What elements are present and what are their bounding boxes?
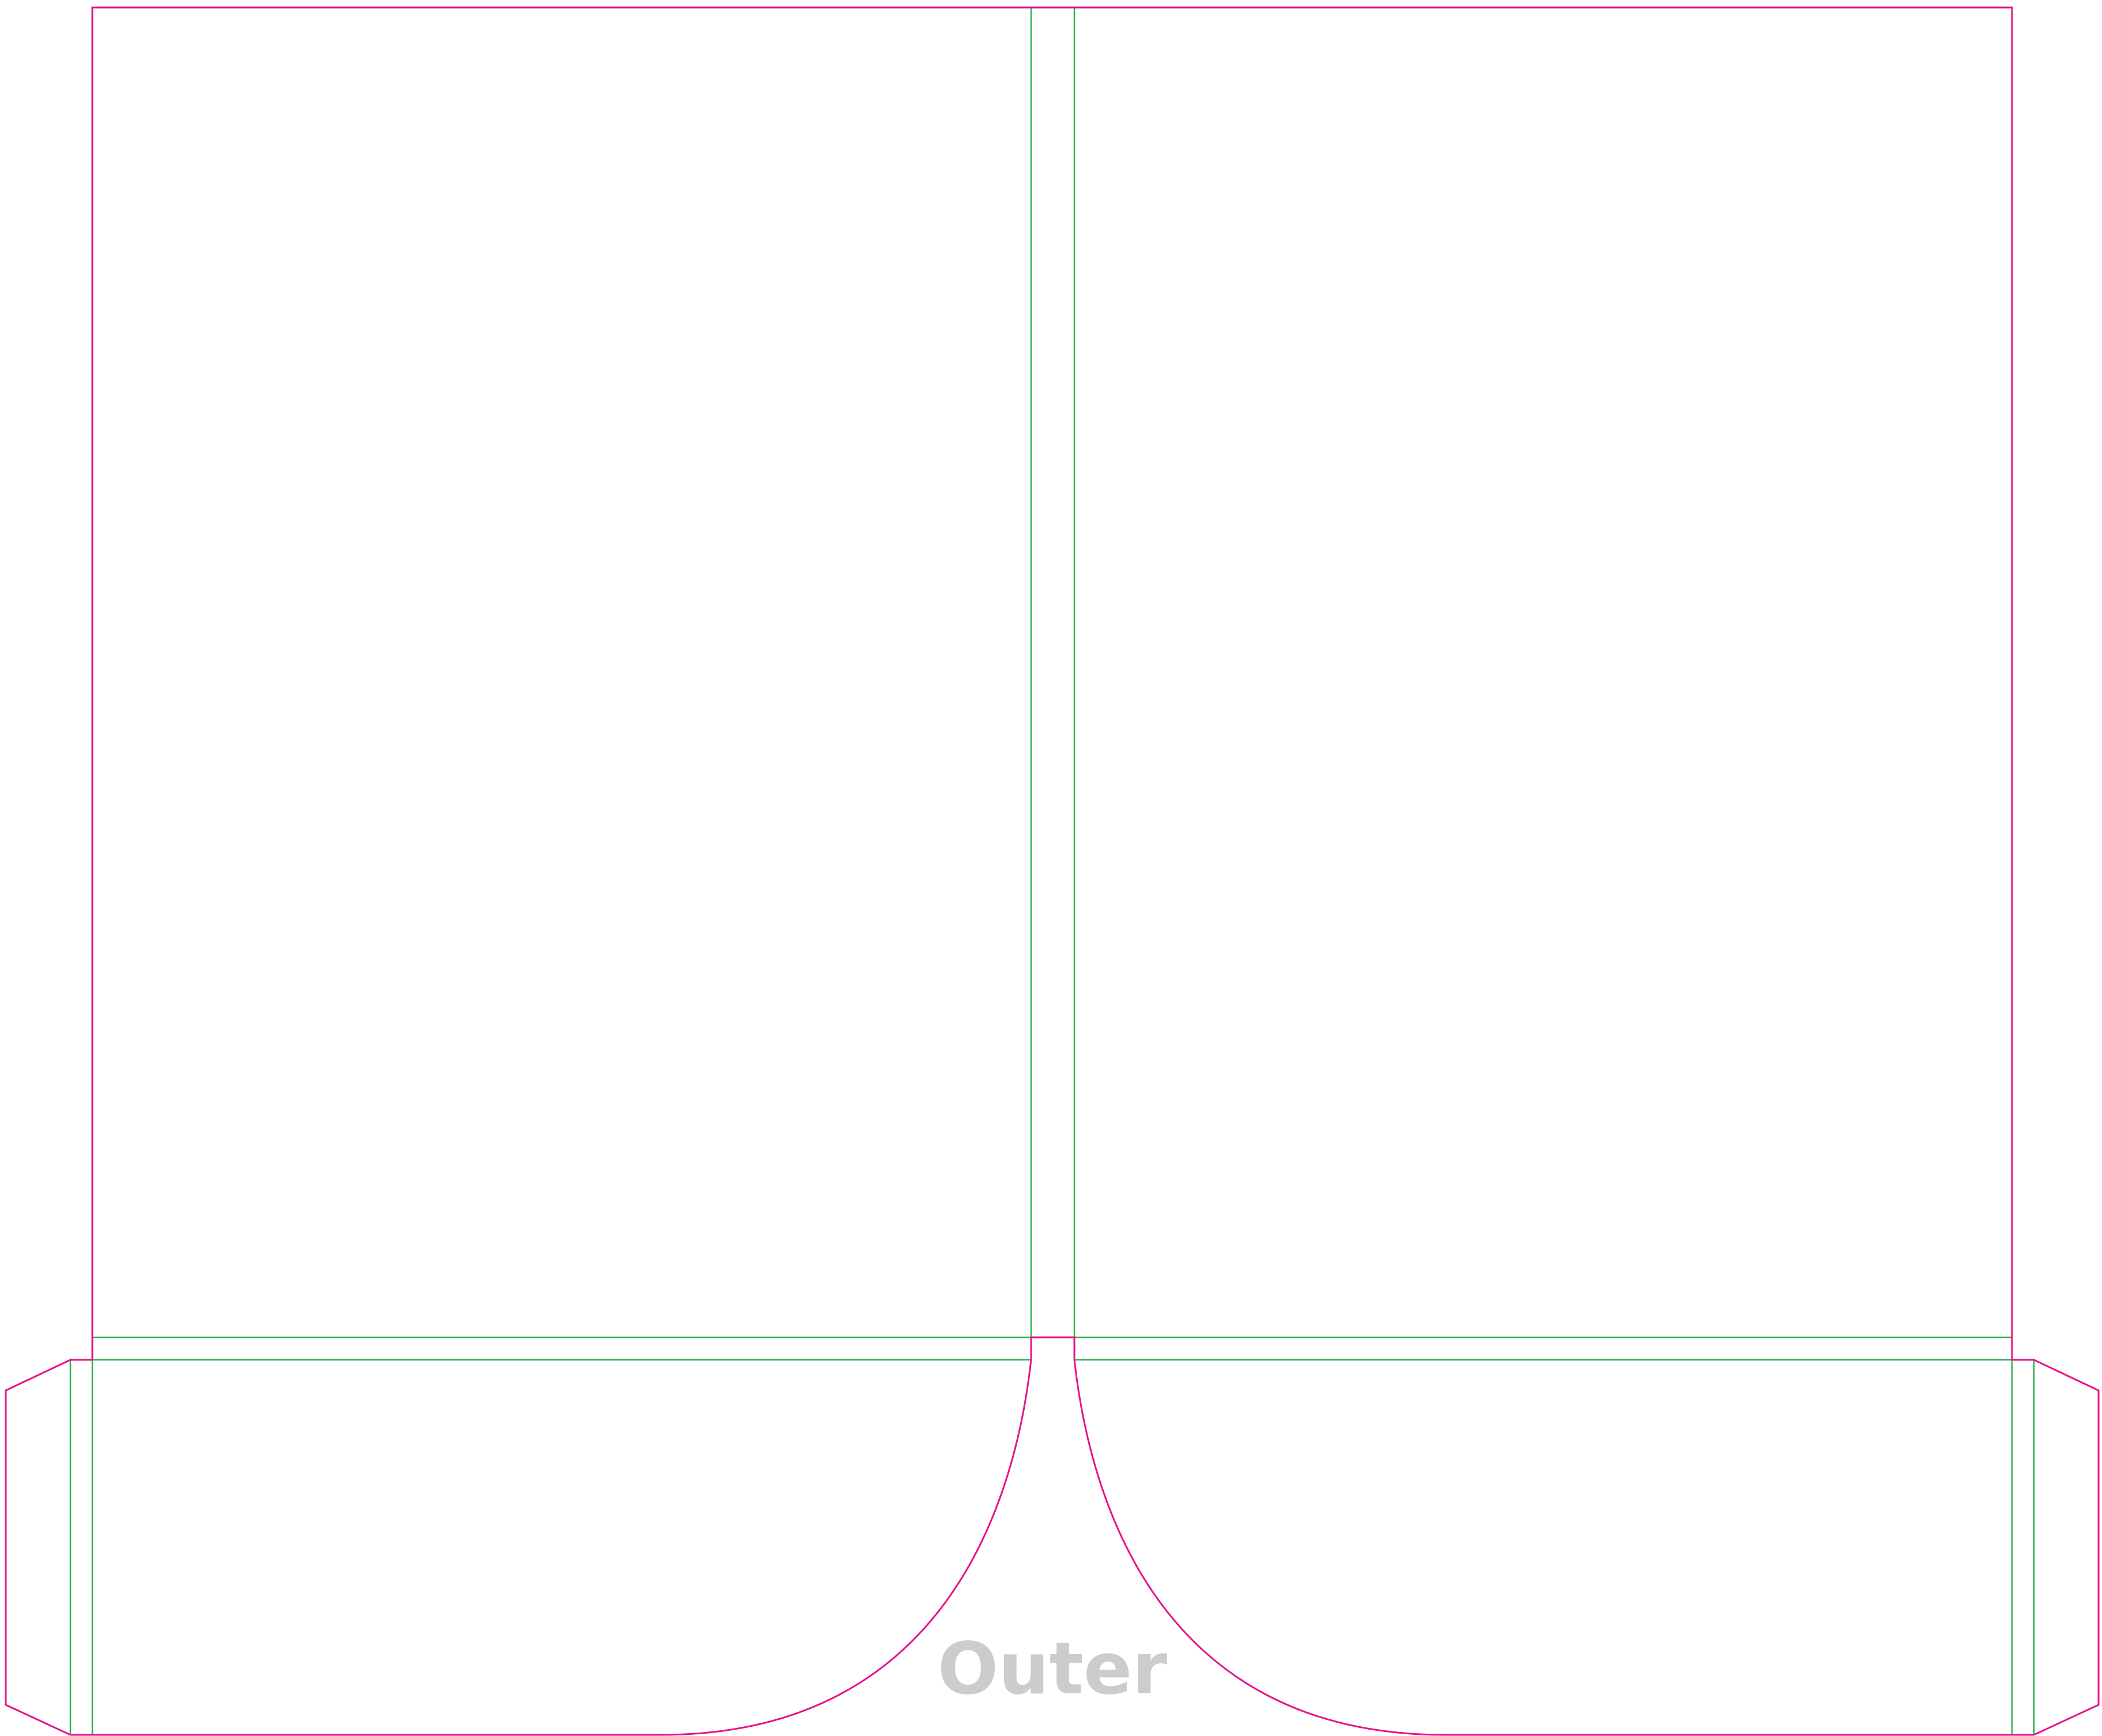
right-pocket-outline	[1073, 1359, 2034, 1736]
spine-notch	[1030, 1336, 1076, 1360]
cut-lines	[5, 6, 2100, 1736]
side-label: Outer	[938, 1628, 1167, 1711]
cover-outline	[91, 6, 2013, 1360]
left-glue-flap-outline	[5, 1359, 92, 1736]
fold-lines	[69, 8, 2035, 1735]
right-glue-flap-outline	[2012, 1359, 2100, 1736]
left-pocket-outline	[70, 1359, 1032, 1736]
